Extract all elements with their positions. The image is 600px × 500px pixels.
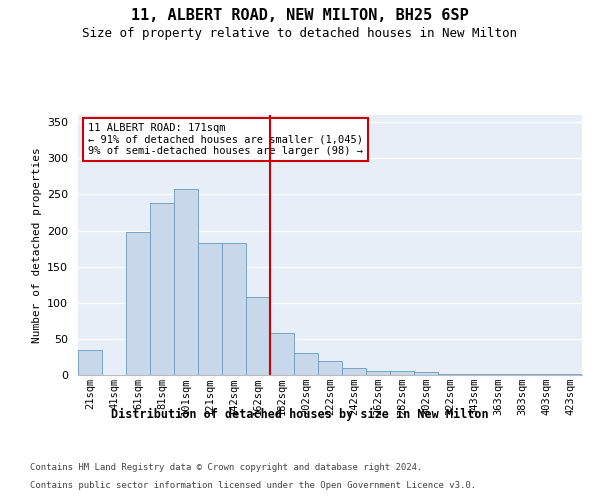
Bar bbox=[318, 360, 342, 375]
Bar bbox=[486, 374, 510, 375]
Bar bbox=[534, 374, 558, 375]
Bar bbox=[78, 350, 102, 375]
Bar bbox=[438, 374, 462, 375]
Bar bbox=[150, 203, 174, 375]
Bar bbox=[390, 370, 414, 375]
Bar bbox=[126, 232, 150, 375]
Bar bbox=[222, 243, 246, 375]
Text: 11 ALBERT ROAD: 171sqm
← 91% of detached houses are smaller (1,045)
9% of semi-d: 11 ALBERT ROAD: 171sqm ← 91% of detached… bbox=[88, 123, 363, 156]
Bar bbox=[294, 354, 318, 375]
Bar bbox=[270, 333, 294, 375]
Y-axis label: Number of detached properties: Number of detached properties bbox=[32, 147, 41, 343]
Text: Contains public sector information licensed under the Open Government Licence v3: Contains public sector information licen… bbox=[30, 481, 476, 490]
Text: Size of property relative to detached houses in New Milton: Size of property relative to detached ho… bbox=[83, 28, 517, 40]
Bar bbox=[246, 297, 270, 375]
Bar bbox=[342, 368, 366, 375]
Bar bbox=[462, 374, 486, 375]
Bar bbox=[558, 374, 582, 375]
Text: 11, ALBERT ROAD, NEW MILTON, BH25 6SP: 11, ALBERT ROAD, NEW MILTON, BH25 6SP bbox=[131, 8, 469, 22]
Bar bbox=[174, 188, 198, 375]
Bar bbox=[366, 370, 390, 375]
Bar bbox=[414, 372, 438, 375]
Bar bbox=[198, 243, 222, 375]
Text: Distribution of detached houses by size in New Milton: Distribution of detached houses by size … bbox=[111, 408, 489, 420]
Bar bbox=[510, 374, 534, 375]
Text: Contains HM Land Registry data © Crown copyright and database right 2024.: Contains HM Land Registry data © Crown c… bbox=[30, 462, 422, 471]
